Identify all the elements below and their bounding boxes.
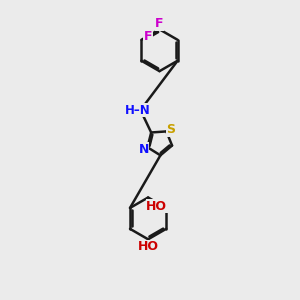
- Text: HO: HO: [146, 200, 167, 212]
- Text: N: N: [139, 143, 149, 156]
- Text: S: S: [167, 123, 176, 136]
- Text: F: F: [155, 17, 164, 30]
- Text: H–N: H–N: [125, 103, 151, 117]
- Text: F: F: [144, 31, 152, 44]
- Text: HO: HO: [138, 240, 159, 254]
